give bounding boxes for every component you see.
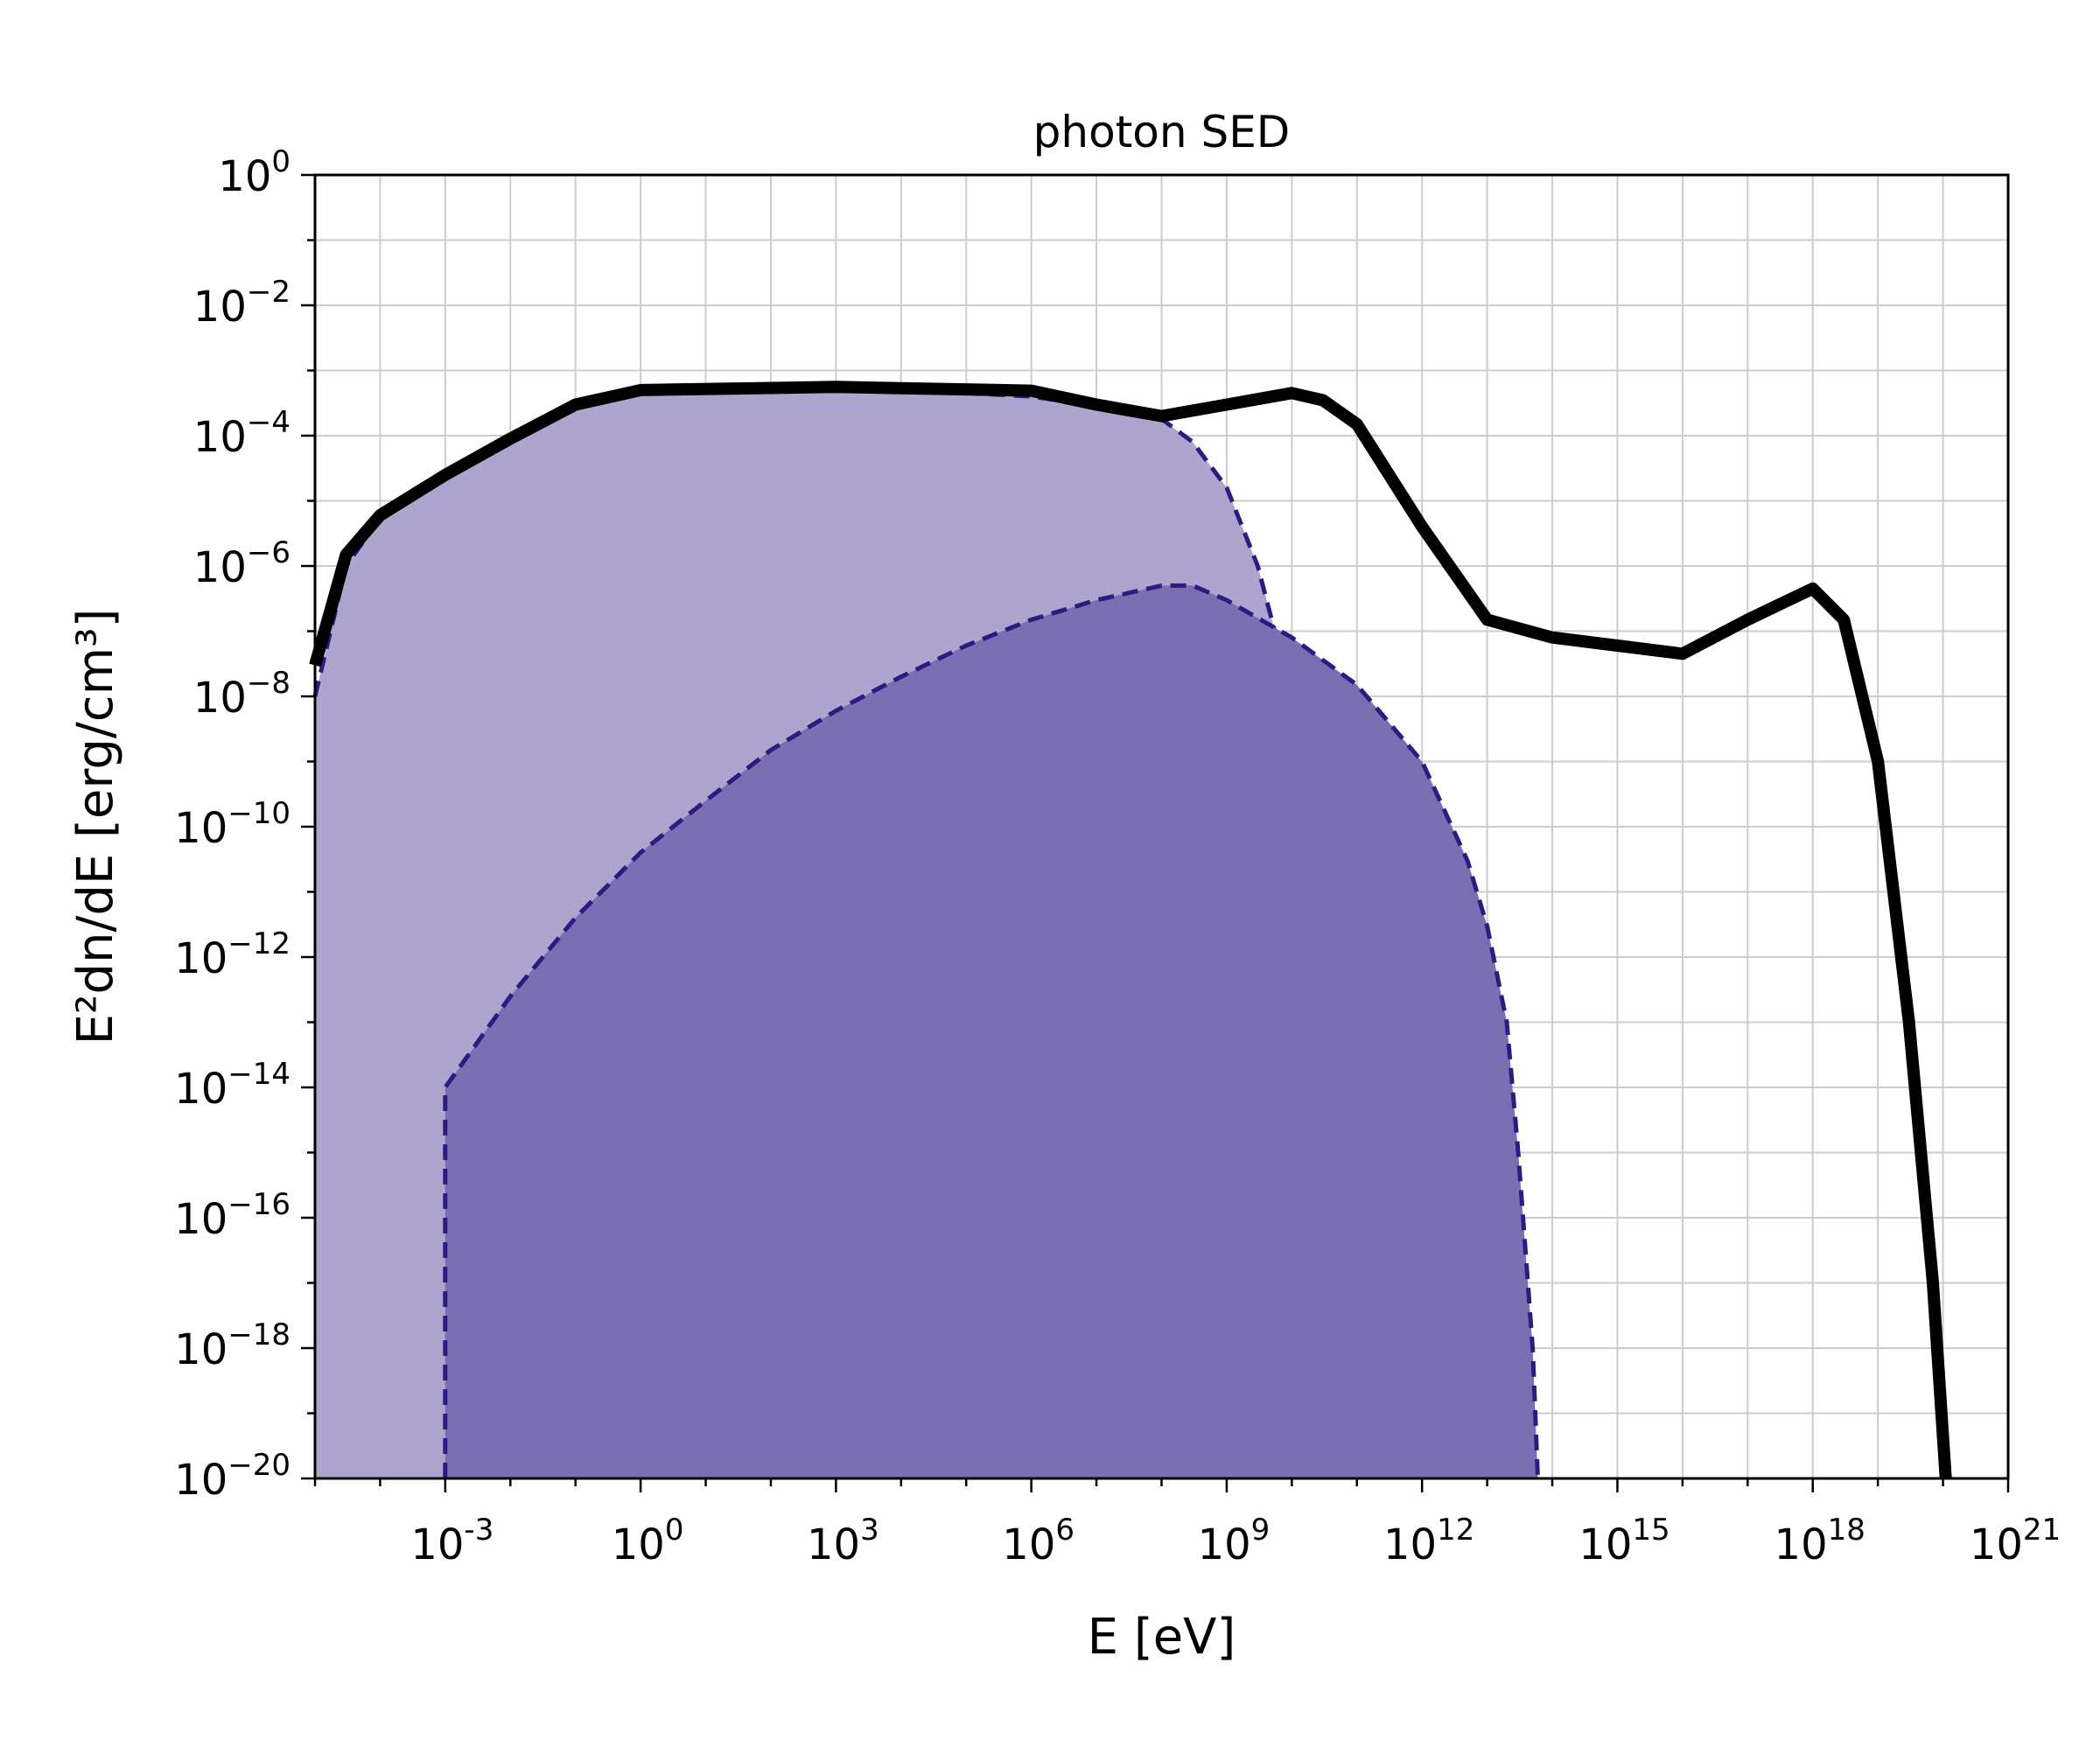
y-tick-label: 10−4 — [193, 405, 290, 462]
y-tick-label: 100 — [218, 144, 290, 201]
series-2-line — [443, 583, 1540, 1479]
y-tick-label: 10−8 — [193, 666, 290, 723]
y-tick-label: 10−20 — [174, 1448, 290, 1505]
x-tick-label: 100 — [612, 1513, 684, 1569]
y-axis-label: E²dn/dE [erg/cm³] — [67, 609, 124, 1045]
x-tick-label: 106 — [1002, 1513, 1074, 1569]
y-tick-label: 10−2 — [193, 275, 290, 332]
y-tick-label: 10−18 — [174, 1317, 290, 1374]
series-3-line — [309, 381, 1952, 1479]
x-tick-label: 1018 — [1774, 1513, 1866, 1569]
x-tick-label: 1015 — [1578, 1513, 1670, 1569]
series-layer — [309, 381, 1952, 1479]
x-tick-label: 103 — [807, 1513, 879, 1569]
series-2-area — [444, 585, 1538, 1478]
y-tick-label: 10−10 — [174, 796, 290, 853]
chart-title: photon SED — [1033, 107, 1291, 157]
x-tick-label: 1012 — [1383, 1513, 1474, 1569]
x-tick-label: 109 — [1198, 1513, 1270, 1569]
x-tick-label: 10-3 — [410, 1513, 494, 1569]
y-tick-label: 10−14 — [174, 1057, 290, 1114]
x-tick-label: 1021 — [1970, 1513, 2061, 1569]
y-tick-label: 10−12 — [174, 926, 290, 983]
x-axis-label: E [eV] — [1088, 1609, 1236, 1666]
ticks: 10-3 100 103 106 109 1012 1015 1018 1021 100 10−2 1… — [174, 144, 2061, 1569]
y-tick-label: 10−16 — [174, 1187, 290, 1244]
y-tick-label: 10−6 — [193, 535, 290, 592]
